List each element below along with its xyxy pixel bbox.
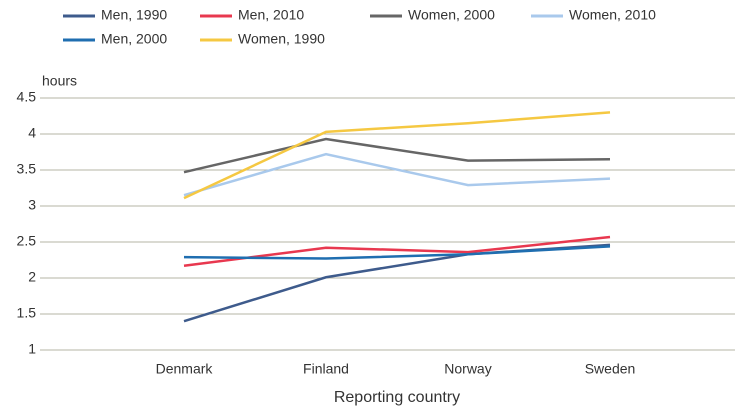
series-line	[183, 235, 611, 268]
legend-label: Men, 2010	[238, 7, 304, 23]
y-axis-label: hours	[42, 73, 77, 89]
x-tick-label: Norway	[444, 361, 491, 377]
y-tick-label: 3	[28, 197, 36, 213]
legend-label: Women, 2010	[569, 7, 656, 23]
y-tick-label: 1	[28, 341, 36, 357]
legend-label: Men, 2000	[101, 31, 167, 47]
x-tick-label: Finland	[303, 361, 349, 377]
x-tick-label: Sweden	[585, 361, 636, 377]
y-tick-label: 1.5	[17, 305, 37, 321]
series-line	[183, 245, 611, 260]
series-line	[183, 111, 611, 200]
y-tick-label: 4.5	[17, 89, 37, 105]
x-axis-label: Reporting country	[334, 389, 460, 406]
y-tick-label: 3.5	[17, 161, 37, 177]
x-tick-label: Denmark	[156, 361, 214, 377]
y-tick-label: 4	[28, 125, 36, 141]
legend-label: Men, 1990	[101, 7, 167, 23]
legend-label: Women, 2000	[408, 7, 495, 23]
y-tick-label: 2	[28, 269, 36, 285]
y-tick-label: 2.5	[17, 233, 37, 249]
series-line	[183, 152, 611, 197]
series-line	[183, 137, 611, 174]
legend-label: Women, 1990	[238, 31, 325, 47]
